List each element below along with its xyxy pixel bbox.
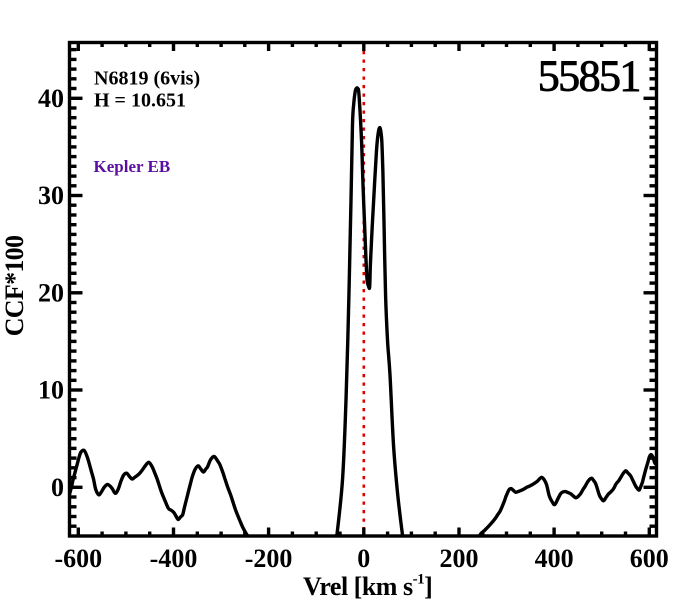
svg-text:400: 400 <box>535 544 574 573</box>
svg-text:-600: -600 <box>54 544 102 573</box>
svg-text:55851: 55851 <box>538 52 640 101</box>
svg-text:20: 20 <box>38 278 64 307</box>
svg-text:0: 0 <box>357 544 370 573</box>
svg-text:-200: -200 <box>245 544 293 573</box>
svg-text:200: 200 <box>440 544 479 573</box>
svg-text:H = 10.651: H = 10.651 <box>94 90 186 112</box>
svg-text:600: 600 <box>630 544 669 573</box>
svg-text:N6819 (6vis): N6819 (6vis) <box>94 68 200 90</box>
svg-text:40: 40 <box>38 84 64 113</box>
svg-text:CCF*100: CCF*100 <box>0 235 29 336</box>
svg-text:0: 0 <box>51 473 64 502</box>
svg-text:10: 10 <box>38 376 64 405</box>
svg-text:Vrel [km s-1]: Vrel [km s-1] <box>303 572 432 601</box>
svg-text:-400: -400 <box>150 544 198 573</box>
svg-text:30: 30 <box>38 181 64 210</box>
svg-text:Kepler EB: Kepler EB <box>94 157 171 176</box>
